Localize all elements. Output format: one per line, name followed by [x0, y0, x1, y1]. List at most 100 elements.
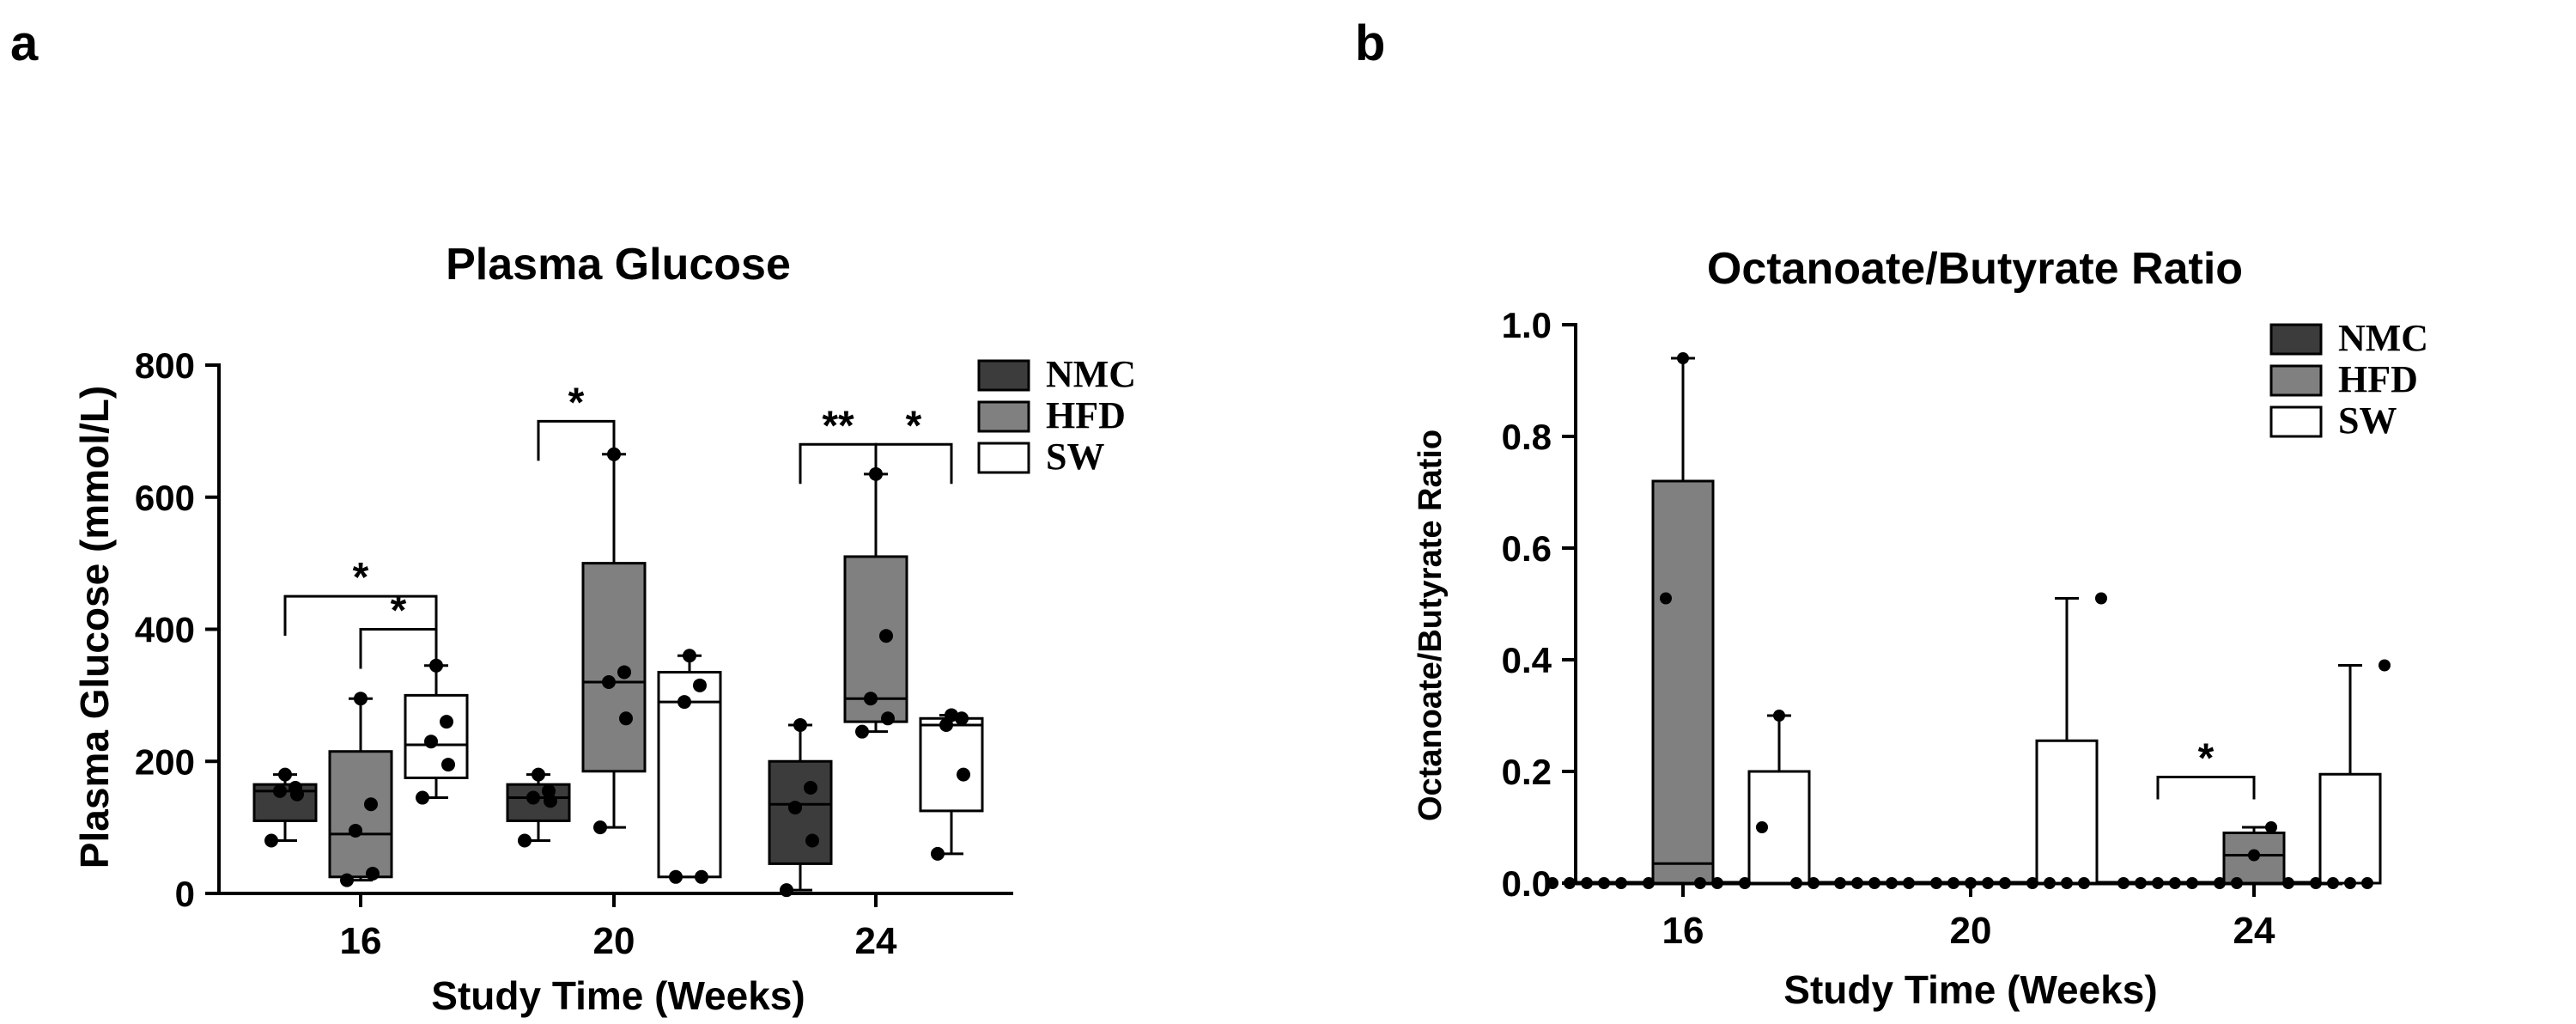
- x-axis-label: Study Time (Weeks): [431, 973, 805, 1018]
- box-nmc-20: [506, 767, 571, 848]
- legend-label-hfd: HFD: [2338, 358, 2418, 400]
- data-point: [2117, 877, 2129, 889]
- box: [919, 716, 984, 813]
- x-tick-label: 20: [593, 920, 635, 962]
- y-tick-label: 600: [135, 478, 195, 518]
- data-point: [2344, 877, 2356, 889]
- data-point: [1834, 877, 1846, 889]
- box: [404, 693, 469, 779]
- chart-title: Plasma Glucose: [446, 240, 791, 290]
- data-point: [955, 711, 969, 726]
- data-point: [349, 823, 362, 838]
- y-tick-label: 0: [175, 874, 195, 914]
- box-hfd-20: [581, 447, 647, 835]
- data-point: [1677, 352, 1689, 364]
- data-point: [518, 833, 532, 848]
- data-point: [864, 692, 878, 706]
- box: [768, 759, 833, 865]
- data-point: [669, 869, 683, 884]
- data-point: [1660, 592, 1672, 605]
- data-point: [1930, 877, 1942, 889]
- data-point: [2078, 877, 2090, 889]
- x-axis-label: Study Time (Weeks): [1783, 967, 2157, 1012]
- data-point: [2169, 877, 2181, 889]
- data-point: [695, 869, 708, 884]
- chart-title: Octanoate/Butyrate Ratio: [1707, 244, 2243, 294]
- data-point: [881, 711, 895, 726]
- data-point: [1598, 877, 1610, 889]
- data-point: [677, 695, 691, 710]
- legend-label-nmc: NMC: [1046, 353, 1136, 395]
- data-point: [2061, 877, 2073, 889]
- legend-swatch-nmc: [977, 359, 1030, 392]
- bar-nmc-16: [1546, 877, 1627, 889]
- y-tick-label: 0.6: [1502, 528, 1552, 569]
- data-point: [1564, 877, 1576, 889]
- data-point: [2282, 877, 2294, 889]
- data-point: [602, 675, 616, 689]
- x-tick-label: 24: [855, 920, 897, 962]
- box: [328, 750, 393, 879]
- data-point: [1903, 877, 1915, 889]
- y-axis-label: Plasma Glucose (mmol/L): [72, 386, 117, 869]
- data-point: [2214, 877, 2226, 889]
- data-point: [2135, 877, 2147, 889]
- data-point: [340, 873, 354, 887]
- data-point: [532, 767, 545, 782]
- bar: [2318, 772, 2382, 885]
- data-point: [1739, 877, 1751, 889]
- legend-swatch-sw: [2269, 405, 2323, 438]
- data-point: [2310, 877, 2322, 889]
- data-point: [855, 724, 869, 739]
- data-point: [542, 783, 556, 798]
- y-tick-label: 400: [135, 610, 195, 650]
- significance-2-label: *: [568, 380, 585, 425]
- data-point: [2327, 877, 2339, 889]
- panel-letter: b: [1355, 15, 1385, 71]
- data-point: [931, 846, 945, 861]
- data-point: [1615, 877, 1627, 889]
- data-point: [2152, 877, 2164, 889]
- significance-0-bracket: [283, 594, 438, 637]
- data-point: [2186, 877, 2198, 889]
- data-point: [593, 820, 607, 835]
- data-point: [780, 883, 793, 898]
- data-point: [2044, 877, 2056, 889]
- data-point: [354, 692, 368, 706]
- box-sw-16: [404, 658, 469, 805]
- data-point: [788, 801, 802, 815]
- y-tick-label: 800: [135, 345, 195, 386]
- data-point: [1756, 821, 1768, 833]
- data-point: [1807, 877, 1820, 889]
- data-point: [440, 715, 453, 729]
- data-point: [2231, 877, 2243, 889]
- data-point: [526, 790, 540, 805]
- data-point: [1947, 877, 1959, 889]
- significance-0-label: *: [353, 555, 369, 600]
- bar: [1651, 479, 1715, 885]
- y-tick-label: 1.0: [1502, 305, 1552, 345]
- y-tick-label: 0.2: [1502, 752, 1552, 792]
- x-tick-label: 24: [2233, 910, 2275, 952]
- data-point: [366, 866, 380, 881]
- data-point: [364, 797, 378, 812]
- data-point: [1546, 877, 1558, 889]
- data-point: [693, 678, 707, 692]
- x-tick-label: 16: [340, 920, 382, 962]
- x-tick-label: 20: [1950, 910, 1992, 952]
- legend-swatch-sw: [977, 442, 1030, 474]
- y-tick-label: 0.4: [1502, 640, 1552, 680]
- data-point: [945, 708, 958, 722]
- data-point: [1773, 710, 1785, 722]
- significance-3-bracket: [799, 442, 878, 485]
- data-point: [879, 629, 893, 643]
- data-point: [289, 781, 302, 795]
- bar-sw-20: [2026, 592, 2107, 889]
- bar-hfd-16: [1643, 352, 1723, 889]
- data-point: [2265, 821, 2277, 833]
- box: [506, 783, 571, 822]
- data-point: [2026, 877, 2038, 889]
- data-point: [805, 833, 819, 848]
